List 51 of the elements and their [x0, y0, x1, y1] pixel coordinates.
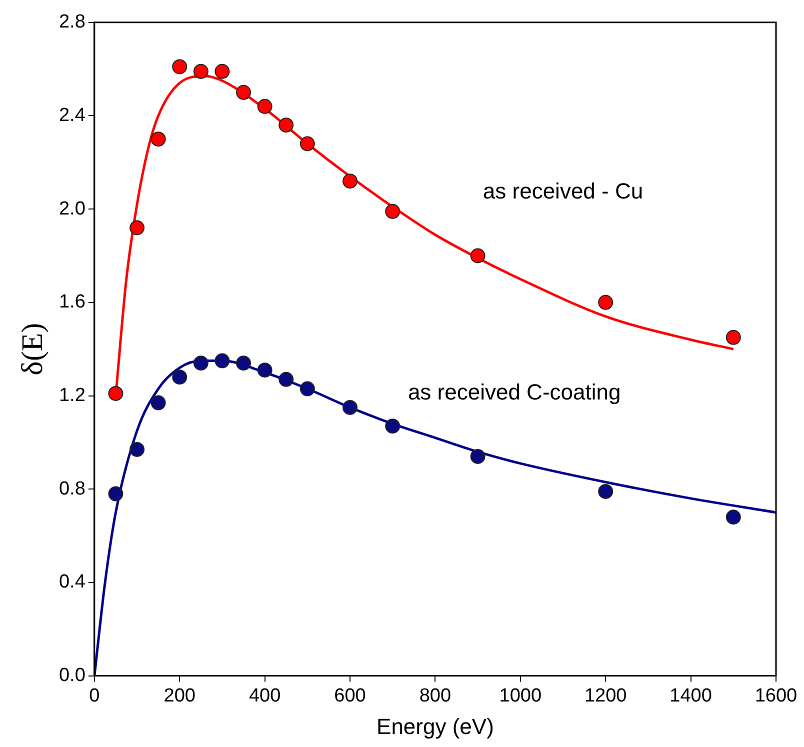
y-axis-title: δ(E): [16, 322, 49, 376]
point: [726, 330, 741, 345]
point: [300, 136, 315, 152]
point: [300, 381, 315, 396]
y-tick-label: 0.8: [58, 478, 86, 500]
point: [108, 486, 124, 502]
x-tick-label: 1200: [584, 685, 627, 706]
point: [172, 59, 188, 74]
point: [385, 204, 400, 219]
point: [193, 356, 208, 371]
x-tick-label: 800: [419, 685, 452, 706]
point: [193, 64, 208, 79]
point: [172, 370, 188, 385]
point: [150, 132, 166, 147]
point: [278, 118, 294, 133]
point: [726, 510, 741, 525]
y-tick-label: 2.0: [58, 198, 86, 220]
x-axis-title: Energy (eV): [376, 714, 494, 739]
y-tick-label: 1.6: [58, 292, 86, 313]
point: [278, 372, 294, 387]
x-tick-label: 200: [164, 685, 196, 706]
point: [214, 64, 230, 79]
point: [470, 448, 486, 464]
point: [150, 395, 166, 410]
point: [342, 174, 358, 189]
point: [257, 362, 272, 378]
point: [236, 356, 252, 371]
x-tick-label: 1600: [754, 685, 798, 706]
y-tick-label: 0.4: [58, 572, 86, 593]
point: [130, 220, 145, 236]
x-tick-label: 1000: [499, 685, 542, 706]
y-tick-label: 2.8: [58, 12, 86, 33]
x-tick-label: 0: [89, 685, 100, 706]
point: [470, 248, 486, 264]
x-tick-label: 600: [334, 685, 366, 706]
x-tick-label: 400: [248, 685, 281, 706]
point: [385, 418, 400, 434]
point: [130, 442, 145, 457]
point: [598, 484, 614, 499]
x-tick-label: 1400: [670, 685, 712, 706]
point: [108, 386, 124, 401]
y-tick-label: 1.2: [58, 385, 86, 406]
annotation: as received C-coating: [408, 380, 621, 405]
y-tick-label: 0.0: [58, 665, 86, 686]
point: [342, 400, 358, 415]
point: [257, 98, 272, 114]
point: [236, 84, 252, 100]
annotation: as received - Cu: [482, 178, 644, 204]
y-tick-label: 2.4: [58, 104, 86, 126]
point: [598, 294, 614, 310]
point: [214, 353, 230, 368]
